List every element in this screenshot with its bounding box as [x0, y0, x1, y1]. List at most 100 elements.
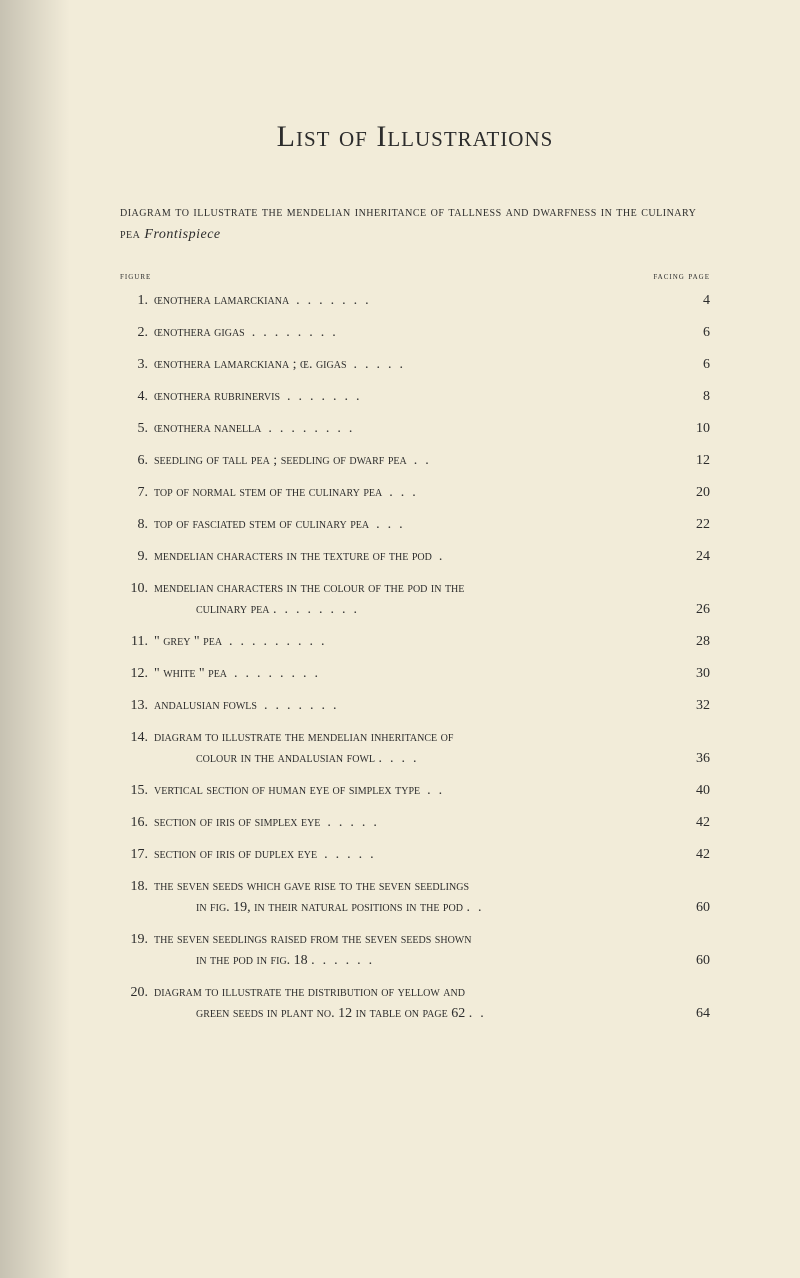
entry-text: top of normal stem of the culinary pea .…	[154, 482, 670, 503]
list-entry: 11." grey " pea .........28	[120, 631, 710, 652]
entry-text: œnothera rubrinervis .......	[154, 386, 670, 407]
entry-text: œnothera gigas ........	[154, 322, 670, 343]
intro-line: diagram to illustrate the mendelian inhe…	[120, 202, 710, 247]
list-entry: 9.mendelian characters in the texture of…	[120, 546, 710, 567]
entry-page: 36	[670, 748, 710, 769]
entry-line1: the seven seeds which gave rise to the s…	[154, 876, 710, 897]
entry-text: section of iris of simplex eye .....	[154, 812, 670, 833]
entry-line2: in the pod in fig. 18 ......60	[154, 950, 710, 971]
entry-number: 18.	[120, 876, 154, 897]
entry-line2-text: in fig. 19, in their natural positions i…	[154, 897, 670, 918]
list-entry: 18.the seven seeds which gave rise to th…	[120, 876, 710, 918]
entry-line1: mendelian characters in the colour of th…	[154, 578, 710, 599]
entry-number: 11.	[120, 631, 154, 652]
entry-line1: the seven seedlings raised from the seve…	[154, 929, 710, 950]
entry-text: œnothera nanella ........	[154, 418, 670, 439]
entry-number: 13.	[120, 695, 154, 716]
entry-page: 6	[670, 322, 710, 343]
entry-page: 30	[670, 663, 710, 684]
list-entry: 19.the seven seedlings raised from the s…	[120, 929, 710, 971]
entry-page: 6	[670, 354, 710, 375]
entry-number: 3.	[120, 354, 154, 375]
list-entry: 17.section of iris of duplex eye .....42	[120, 844, 710, 865]
entry-number: 8.	[120, 514, 154, 535]
entry-text-block: diagram to illustrate the mendelian inhe…	[154, 727, 710, 769]
list-entry: 1.œnothera lamarckiana .......4	[120, 290, 710, 311]
entry-page: 24	[670, 546, 710, 567]
entry-number: 9.	[120, 546, 154, 567]
entry-line1: diagram to illustrate the mendelian inhe…	[154, 727, 710, 748]
entry-number: 15.	[120, 780, 154, 801]
entry-page: 42	[670, 812, 710, 833]
entry-page: 32	[670, 695, 710, 716]
entry-page: 40	[670, 780, 710, 801]
col-header-facing-page: facing page	[653, 271, 710, 282]
entry-line2-text: in the pod in fig. 18 ......	[154, 950, 670, 971]
column-headers: figure facing page	[120, 271, 710, 282]
list-entry: 4.œnothera rubrinervis .......8	[120, 386, 710, 407]
entries-list: 1.œnothera lamarckiana .......42.œnother…	[120, 290, 710, 1024]
entry-page: 28	[670, 631, 710, 652]
list-entry: 14.diagram to illustrate the mendelian i…	[120, 727, 710, 769]
entry-number: 7.	[120, 482, 154, 503]
list-entry: 16.section of iris of simplex eye .....4…	[120, 812, 710, 833]
entry-page: 60	[670, 950, 710, 971]
entry-page: 10	[670, 418, 710, 439]
list-entry: 15.vertical section of human eye of simp…	[120, 780, 710, 801]
list-entry: 13.andalusian fowls .......32	[120, 695, 710, 716]
entry-line2-text: green seeds in plant no. 12 in table on …	[154, 1003, 670, 1024]
entry-number: 16.	[120, 812, 154, 833]
entry-page: 20	[670, 482, 710, 503]
entry-page: 12	[670, 450, 710, 471]
list-entry: 3.œnothera lamarckiana ; œ. gigas .....6	[120, 354, 710, 375]
entry-page: 42	[670, 844, 710, 865]
entry-line2: colour in the andalusian fowl ....36	[154, 748, 710, 769]
entry-number: 1.	[120, 290, 154, 311]
entry-text: œnothera lamarckiana ; œ. gigas .....	[154, 354, 670, 375]
list-entry: 8.top of fasciated stem of culinary pea …	[120, 514, 710, 535]
entry-text-block: the seven seeds which gave rise to the s…	[154, 876, 710, 918]
intro-frontispiece: Frontispiece	[144, 227, 220, 242]
entry-page: 4	[670, 290, 710, 311]
entry-text: seedling of tall pea ; seedling of dwarf…	[154, 450, 670, 471]
entry-page: 60	[670, 897, 710, 918]
entry-line2: green seeds in plant no. 12 in table on …	[154, 1003, 710, 1024]
entry-number: 2.	[120, 322, 154, 343]
entry-number: 4.	[120, 386, 154, 407]
entry-text: andalusian fowls .......	[154, 695, 670, 716]
entry-text: mendelian characters in the texture of t…	[154, 546, 670, 567]
entry-number: 5.	[120, 418, 154, 439]
entry-text: " white " pea ........	[154, 663, 670, 684]
entry-text: vertical section of human eye of simplex…	[154, 780, 670, 801]
binding-shadow	[0, 0, 70, 1278]
entry-text-block: diagram to illustrate the distribution o…	[154, 982, 710, 1024]
page: List of Illustrations diagram to illustr…	[0, 0, 800, 1278]
entry-line2: in fig. 19, in their natural positions i…	[154, 897, 710, 918]
list-entry: 7.top of normal stem of the culinary pea…	[120, 482, 710, 503]
entry-line1: diagram to illustrate the distribution o…	[154, 982, 710, 1003]
entry-text-block: mendelian characters in the colour of th…	[154, 578, 710, 620]
entry-text: " grey " pea .........	[154, 631, 670, 652]
entry-number: 6.	[120, 450, 154, 471]
entry-line2-text: culinary pea ........	[154, 599, 670, 620]
entry-number: 10.	[120, 578, 154, 599]
col-header-figure: figure	[120, 271, 160, 282]
entry-page: 22	[670, 514, 710, 535]
list-entry: 10.mendelian characters in the colour of…	[120, 578, 710, 620]
entry-text-block: the seven seedlings raised from the seve…	[154, 929, 710, 971]
entry-line2: culinary pea ........26	[154, 599, 710, 620]
entry-number: 17.	[120, 844, 154, 865]
list-entry: 2.œnothera gigas ........6	[120, 322, 710, 343]
list-entry: 12." white " pea ........30	[120, 663, 710, 684]
page-title: List of Illustrations	[120, 120, 710, 154]
list-entry: 6.seedling of tall pea ; seedling of dwa…	[120, 450, 710, 471]
entry-page: 64	[670, 1003, 710, 1024]
entry-number: 14.	[120, 727, 154, 748]
entry-page: 8	[670, 386, 710, 407]
entry-number: 19.	[120, 929, 154, 950]
entry-text: section of iris of duplex eye .....	[154, 844, 670, 865]
entry-number: 20.	[120, 982, 154, 1003]
list-entry: 20.diagram to illustrate the distributio…	[120, 982, 710, 1024]
list-entry: 5.œnothera nanella ........10	[120, 418, 710, 439]
entry-page: 26	[670, 599, 710, 620]
